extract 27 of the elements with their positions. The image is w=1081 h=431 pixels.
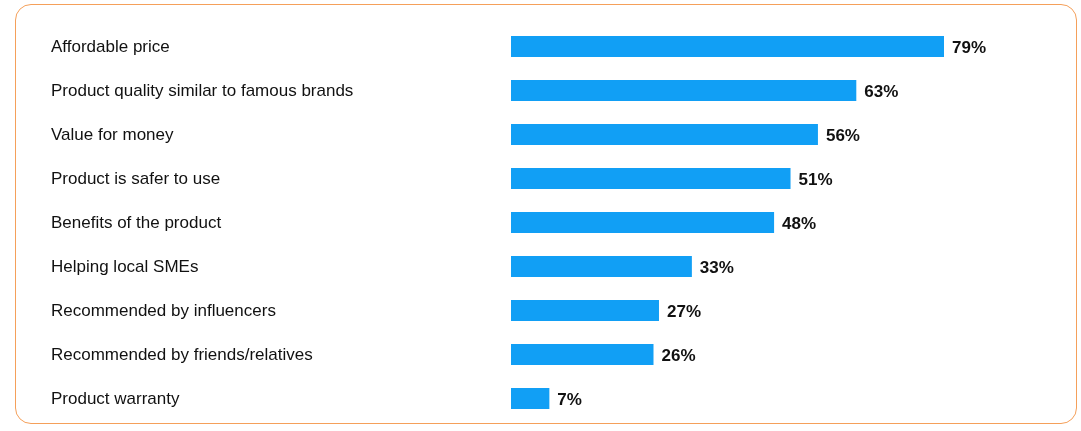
y-tick-label: Product quality similar to famous brands [51, 81, 354, 100]
data-label: 48% [782, 213, 817, 233]
y-tick-label: Benefits of the product [51, 213, 222, 232]
y-tick-label: Affordable price [51, 37, 170, 56]
data-label: 27% [666, 301, 702, 321]
bar [511, 388, 550, 409]
bar [511, 168, 791, 189]
y-tick-label: Product is safer to use [51, 169, 221, 188]
bar [511, 344, 654, 365]
y-tick-label: Helping local SMEs [51, 257, 199, 276]
bar [511, 36, 944, 57]
bar [511, 80, 857, 101]
y-tick-label: Value for money [51, 125, 175, 144]
bar [511, 256, 692, 277]
data-label: 33% [699, 257, 734, 277]
data-label: 56% [825, 125, 860, 145]
y-tick-label: Recommended by friends/relatives [51, 345, 313, 364]
y-tick-label: Product warranty [51, 389, 180, 408]
data-label: 79% [952, 37, 987, 57]
data-label: 51% [798, 169, 833, 189]
y-tick-label: Recommended by influencers [51, 301, 276, 320]
data-label: 63% [864, 81, 899, 101]
data-label: 7% [557, 389, 582, 409]
bar [511, 300, 659, 321]
bar [511, 124, 818, 145]
data-label: 26% [661, 345, 696, 365]
bar [511, 212, 775, 233]
